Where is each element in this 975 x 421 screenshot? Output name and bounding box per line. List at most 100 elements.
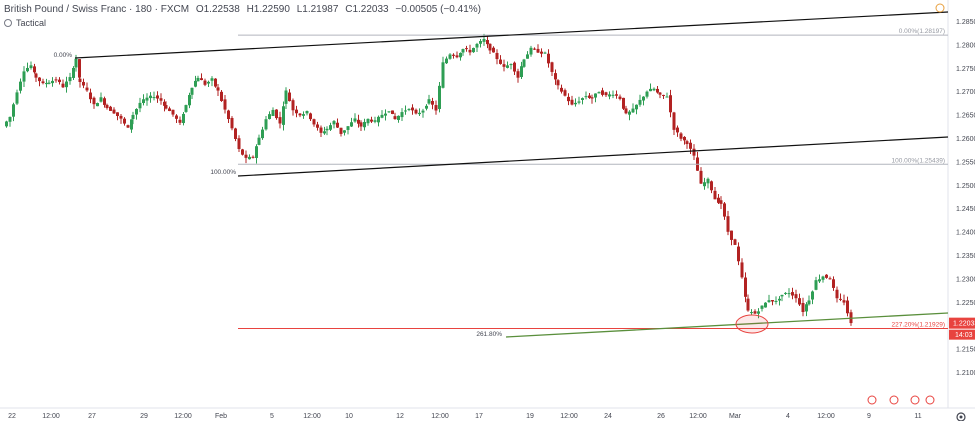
candle-body bbox=[717, 197, 720, 203]
candle-body bbox=[363, 121, 366, 128]
candle-body bbox=[61, 83, 65, 88]
candle-body bbox=[672, 112, 676, 130]
candle-body bbox=[325, 128, 329, 131]
candle-body bbox=[78, 59, 81, 78]
candle-body bbox=[397, 115, 400, 120]
channel-upper-line[interactable] bbox=[74, 11, 949, 59]
candle-body bbox=[78, 78, 82, 83]
candle-body bbox=[516, 71, 520, 78]
candle-body bbox=[74, 58, 78, 68]
candle-body bbox=[581, 98, 584, 100]
candle-body bbox=[251, 156, 255, 158]
candle-body bbox=[82, 81, 85, 86]
price-axis: 1.28500 1.28000 1.27500 1.27000 1.26500 1.260… bbox=[949, 19, 975, 377]
candle-body bbox=[92, 97, 96, 105]
support-trend-line[interactable] bbox=[505, 312, 949, 338]
candle-body bbox=[645, 91, 649, 97]
time-axis-label: 9 bbox=[867, 413, 871, 420]
candle-body bbox=[284, 90, 288, 104]
price-axis-label: 1.27000 bbox=[956, 89, 975, 96]
indicator-legend[interactable]: Tactical bbox=[4, 18, 46, 28]
candle-body bbox=[51, 80, 54, 84]
economic-event-icon[interactable] bbox=[867, 395, 935, 405]
candle-body bbox=[393, 116, 397, 120]
candle-body bbox=[384, 113, 387, 116]
candle-body bbox=[159, 98, 163, 101]
candle-body bbox=[241, 149, 244, 155]
price-axis-label: 1.26000 bbox=[956, 136, 975, 143]
candle-body bbox=[126, 125, 130, 128]
candle-body bbox=[757, 311, 760, 314]
candle-body bbox=[19, 81, 22, 91]
candle-body bbox=[145, 97, 149, 101]
time-axis-label: 10 bbox=[345, 413, 353, 420]
time-axis-label: Mar bbox=[729, 413, 742, 420]
candle-body bbox=[774, 300, 778, 302]
candle-body bbox=[255, 146, 258, 158]
price-axis-label: 1.23500 bbox=[956, 253, 975, 260]
candle-body bbox=[72, 67, 75, 78]
price-axis-label: 1.25500 bbox=[956, 159, 975, 166]
candle-body bbox=[588, 95, 591, 98]
alert-icon[interactable] bbox=[935, 3, 945, 13]
candle-body bbox=[520, 66, 523, 78]
candle-body bbox=[339, 127, 343, 134]
candle-body bbox=[679, 133, 683, 139]
candle-body bbox=[798, 298, 801, 305]
candle-body bbox=[41, 81, 45, 84]
candle-body bbox=[207, 81, 210, 84]
candle-body bbox=[479, 41, 482, 44]
candle-body bbox=[601, 90, 604, 95]
channel-lower-line[interactable] bbox=[237, 136, 949, 177]
candle-body bbox=[554, 73, 557, 80]
candle-body bbox=[105, 104, 109, 108]
candle-body bbox=[482, 39, 486, 42]
candle-body bbox=[719, 200, 723, 204]
candle-body bbox=[452, 54, 455, 56]
candle-body bbox=[805, 304, 808, 312]
candle-body bbox=[336, 122, 339, 128]
time-axis-label: 19 bbox=[526, 413, 534, 420]
candle-body bbox=[353, 118, 357, 122]
highlight-ellipse[interactable] bbox=[735, 314, 769, 334]
candle-body bbox=[835, 289, 839, 299]
fib-bottom-label: 100.00% bbox=[210, 169, 236, 176]
symbol-title[interactable]: British Pound / Swiss Franc · 180 · FXCM bbox=[4, 4, 190, 15]
candle-body bbox=[730, 230, 733, 240]
time-axis-label: 17 bbox=[475, 413, 483, 420]
candle-body bbox=[116, 112, 119, 117]
candle-body bbox=[608, 94, 611, 97]
candle-body bbox=[223, 99, 227, 110]
candle-body bbox=[509, 64, 513, 66]
fib-top-right-label: 0.00%(1.28197) bbox=[899, 28, 945, 35]
candle-body bbox=[506, 65, 509, 68]
settings-gear-icon[interactable] bbox=[956, 412, 966, 421]
indicator-name: Tactical bbox=[16, 18, 47, 28]
candle-body bbox=[319, 127, 323, 133]
open-value: O1.22538 bbox=[195, 4, 240, 15]
close-value: C1.22033 bbox=[345, 4, 389, 15]
candle-body bbox=[631, 108, 635, 113]
candle-body bbox=[47, 82, 51, 84]
candle-body bbox=[182, 113, 185, 124]
indicator-visibility-icon[interactable] bbox=[4, 19, 12, 27]
candle-body bbox=[652, 88, 656, 91]
candle-body bbox=[842, 300, 846, 303]
candle-body bbox=[156, 95, 159, 99]
candle-body bbox=[288, 92, 291, 102]
candle-body bbox=[138, 102, 142, 109]
candle-body bbox=[563, 90, 567, 96]
candle-body bbox=[418, 112, 421, 115]
candle-body bbox=[33, 66, 36, 73]
candle-body bbox=[26, 67, 29, 72]
candle-body bbox=[567, 96, 570, 102]
candle-body bbox=[359, 122, 363, 127]
symbol-legend: British Pound / Swiss Franc · 180 · FXCM… bbox=[4, 4, 485, 15]
candle-body bbox=[291, 100, 295, 111]
candle-body bbox=[658, 92, 662, 95]
candle-body bbox=[12, 104, 15, 117]
time-axis-label: 12:00 bbox=[174, 413, 192, 420]
candle-body bbox=[740, 262, 744, 278]
price-axis-label: 1.28500 bbox=[956, 19, 975, 26]
